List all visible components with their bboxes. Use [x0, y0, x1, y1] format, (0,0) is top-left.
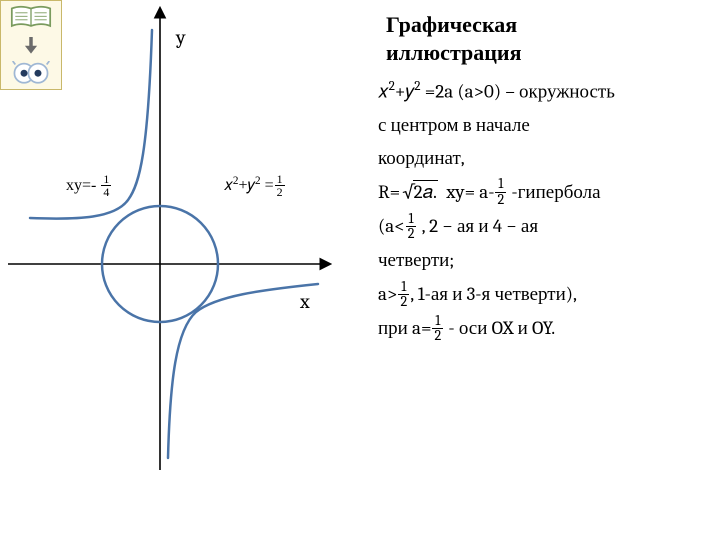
- line-1: 𝑥2+𝑦2 =2a (a>0) – окружность: [378, 77, 708, 107]
- coordinate-chart: y x xy=- 14 𝑥2+𝑦2 =12: [0, 0, 370, 540]
- line-4: R=√2𝑎. xy= a-12 -гипербола: [378, 178, 708, 208]
- description-text: Графическая иллюстрация 𝑥2+𝑦2 =2a (a>0) …: [378, 12, 708, 348]
- equation-label-right: 𝑥2+𝑦2 =12: [224, 174, 286, 199]
- line-2: с центром в начале: [378, 111, 708, 140]
- title: Графическая иллюстрация: [386, 12, 708, 67]
- title-line-2: иллюстрация: [386, 40, 522, 66]
- line-7: a>12, 1-ая и 3-я четверти),: [378, 280, 708, 310]
- x-axis-label: x: [300, 290, 310, 313]
- chart-svg: [0, 0, 370, 540]
- line-3: координат,: [378, 144, 708, 173]
- line-6: четверти;: [378, 246, 708, 275]
- y-axis-label: y: [176, 26, 186, 49]
- equation-label-left: xy=- 14: [66, 174, 112, 199]
- line-8: при a=12 - оси OX и OY.: [378, 314, 708, 344]
- line-5: (a<12 , 2 − ая и 4 − ая: [378, 212, 708, 242]
- title-line-1: Графическая: [386, 12, 517, 38]
